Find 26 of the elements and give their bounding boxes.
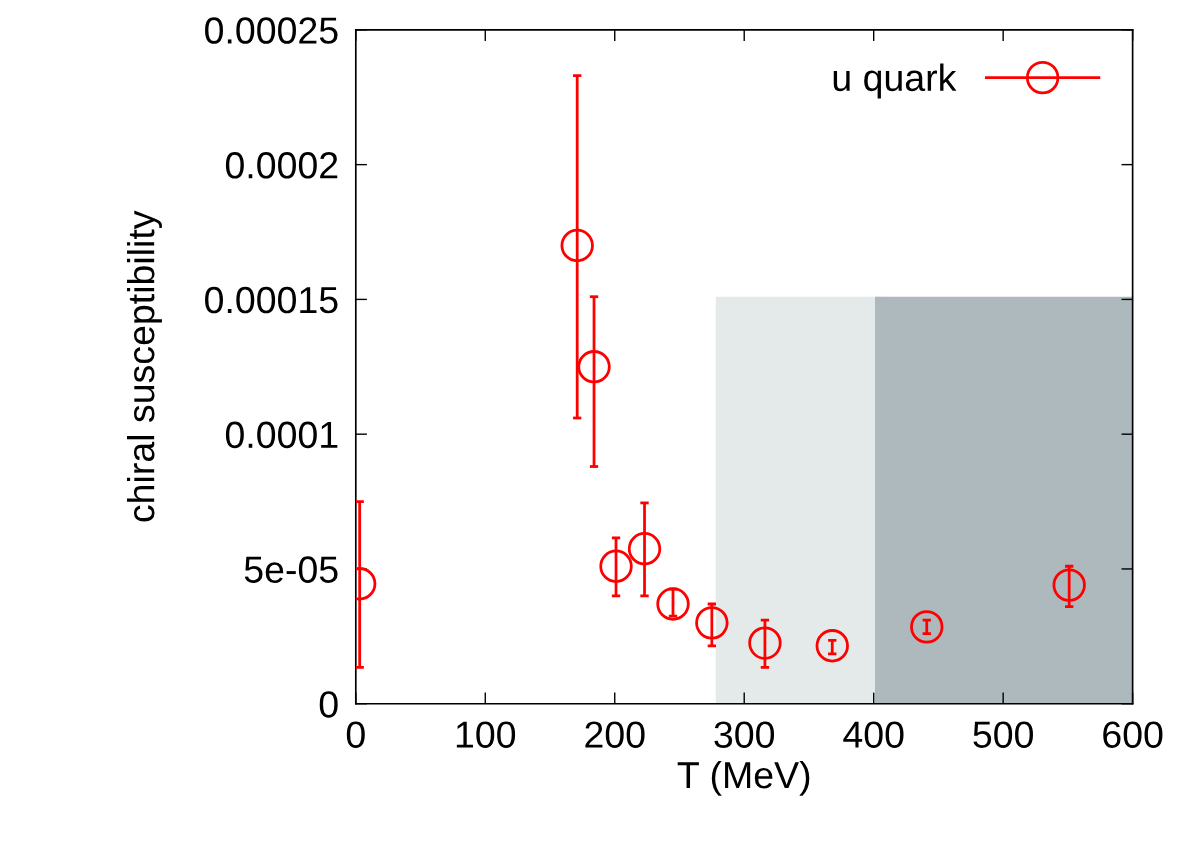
x-axis-title: T (MeV) (677, 760, 810, 796)
x-tick-label: 0 (346, 721, 365, 748)
x-tick-label: 100 (456, 721, 516, 748)
y-tick-label: 0.00025 (205, 17, 338, 44)
y-tick-label: 0.0001 (225, 421, 338, 449)
y-tick-label: 0 (319, 691, 338, 718)
point (815, 629, 849, 663)
point (560, 228, 594, 263)
point (1052, 568, 1086, 602)
legend-label: u quark (833, 63, 957, 99)
x-tick-label: 600 (1103, 721, 1163, 748)
x-tick-label: 200 (585, 721, 645, 748)
x-tick-label: 500 (973, 721, 1033, 748)
y-axis-title: chiral susceptibility (126, 210, 162, 522)
y-tick-label: 0.0002 (225, 152, 338, 179)
point (627, 532, 662, 566)
point (748, 626, 782, 660)
y-tick-label: 0.00015 (205, 286, 338, 314)
point (656, 587, 690, 621)
point (695, 606, 729, 640)
point (577, 350, 611, 384)
x-tick-label: 300 (714, 721, 775, 748)
x-tick-label: 400 (843, 721, 904, 748)
point (599, 549, 633, 583)
point (910, 610, 944, 644)
y-tick-label: 5e-05 (244, 556, 338, 583)
